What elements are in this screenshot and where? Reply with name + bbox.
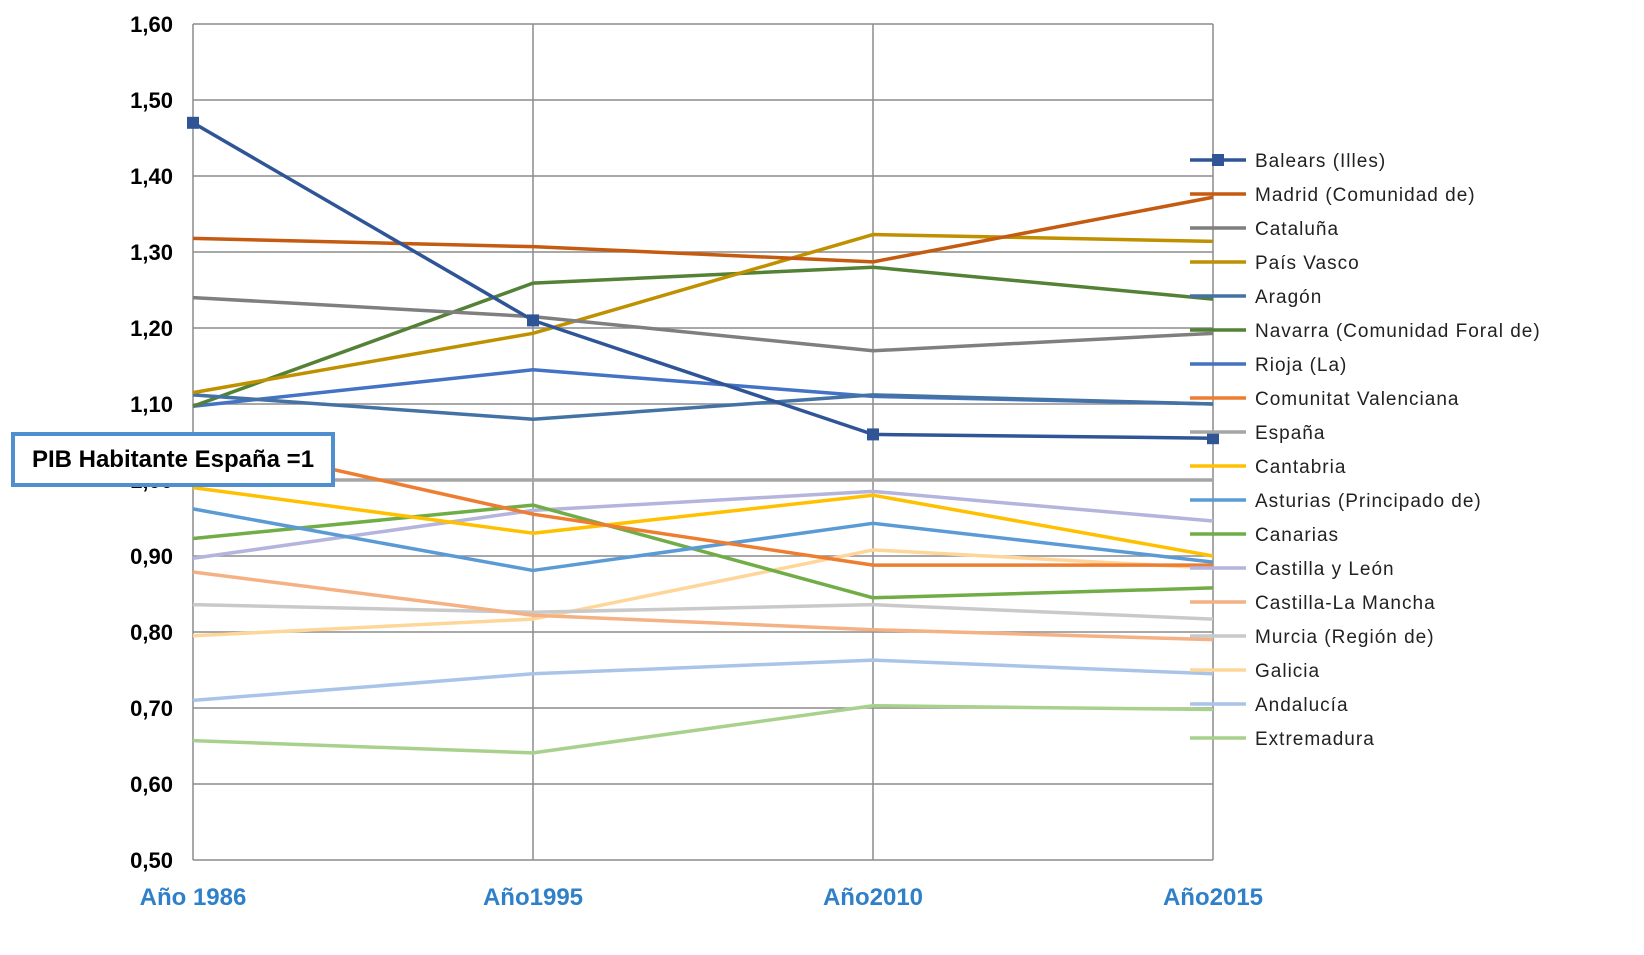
legend-label: España (1255, 423, 1325, 444)
y-tick-label: 0,60 (130, 772, 173, 797)
y-tick-label: 1,60 (130, 12, 173, 37)
legend-label: Comunitat Valenciana (1255, 389, 1459, 410)
series-line (192, 436, 1213, 567)
y-tick-label: 1,40 (130, 164, 173, 189)
series-marker (1207, 432, 1219, 445)
legend-label: Galicia (1255, 661, 1320, 682)
legend-label: Navarra (Comunidad Foral de) (1255, 321, 1541, 342)
series-line (192, 602, 1214, 621)
y-tick-label: 0,80 (130, 620, 173, 645)
x-tick-label: Año2015 (1163, 884, 1263, 911)
legend-label: Castilla-La Mancha (1255, 593, 1436, 614)
series-line (192, 265, 1214, 408)
x-tick-label: Año 1986 (140, 884, 247, 911)
legend-label: Cantabria (1255, 457, 1346, 478)
legend-label: Castilla y León (1255, 559, 1395, 580)
grid-lines (192, 23, 1214, 861)
legend-label: Murcia (Región de) (1255, 627, 1435, 648)
y-tick-label: 0,70 (130, 696, 173, 721)
series-line (192, 658, 1214, 703)
series-line (192, 195, 1214, 264)
y-tick-label: 1,30 (130, 240, 173, 265)
y-tick-label: 0,90 (130, 544, 173, 569)
legend-marker (1212, 154, 1224, 166)
y-tick-label: 1,10 (130, 392, 173, 417)
y-tick-label: 0,50 (130, 848, 173, 873)
series-marker (187, 116, 199, 129)
series-line (192, 232, 1214, 395)
x-tick-label: Año1995 (483, 884, 583, 911)
legend-label: Balears (Illes) (1255, 151, 1386, 172)
series-line (192, 570, 1214, 642)
series-marker (867, 428, 879, 441)
series-marker (527, 314, 539, 327)
series-line (192, 548, 1214, 638)
legend-label: Madrid (Comunidad de) (1255, 185, 1476, 206)
annotation-box: PIB Habitante España =1 (11, 432, 335, 487)
legend: Balears (Illes) Madrid (Comunidad de) Cata… (1190, 151, 1541, 750)
legend-label: Asturias (Principado de) (1255, 491, 1482, 512)
series-line (192, 121, 1214, 440)
series-line (192, 489, 1214, 561)
legend-label: País Vasco (1255, 253, 1360, 274)
series-line (192, 485, 1214, 558)
series-line (192, 295, 1214, 353)
y-tick-label: 1,20 (130, 316, 173, 341)
x-tick-label: Año2010 (823, 884, 923, 911)
series-line (192, 503, 1214, 600)
x-axis-ticks: Año 1986 Año1995 Año2010 Año2015 (140, 884, 1263, 911)
series-line (192, 507, 1214, 573)
legend-label: Extremadura (1255, 729, 1375, 750)
y-tick-label: 1,50 (130, 88, 173, 113)
series-line (192, 393, 1214, 421)
y-axis-ticks: 0,500,600,700,800,901,001,101,201,301,40… (130, 12, 173, 873)
legend-label: Cataluña (1255, 219, 1339, 240)
series-line (192, 703, 1214, 755)
legend-label: Andalucía (1255, 695, 1349, 716)
legend-label: Aragón (1255, 287, 1322, 308)
legend-label: Rioja (La) (1255, 355, 1347, 376)
series-lines (187, 116, 1219, 755)
legend-label: Canarias (1255, 525, 1339, 546)
